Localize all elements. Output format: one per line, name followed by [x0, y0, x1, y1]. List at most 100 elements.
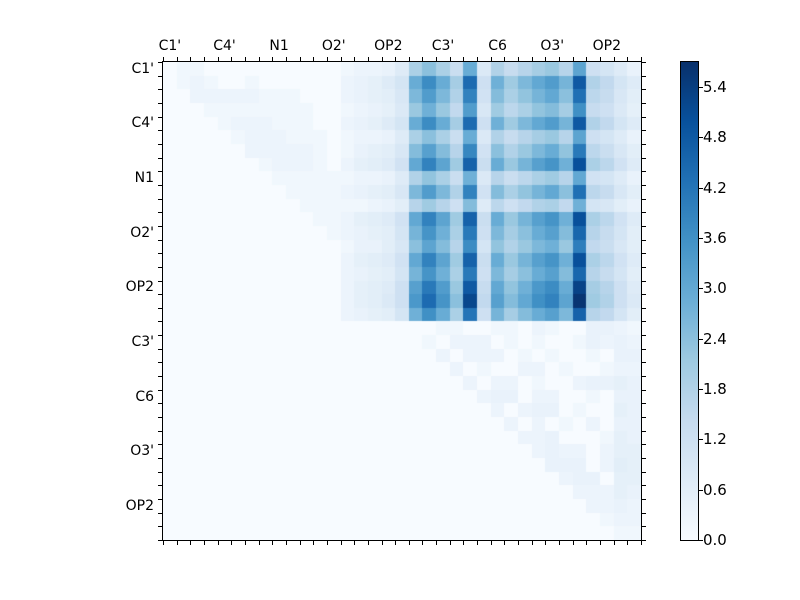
axis-tick — [477, 541, 478, 545]
axis-tick — [158, 308, 162, 309]
axis-tick — [642, 281, 646, 282]
axis-tick — [642, 472, 646, 473]
axis-tick — [158, 171, 162, 172]
axis-tick — [245, 541, 246, 545]
colorbar-tick — [699, 188, 703, 189]
colorbar-tick-label: 0.0 — [703, 531, 727, 549]
axis-tick — [642, 76, 646, 77]
axis-tick — [641, 541, 642, 545]
axis-tick — [642, 185, 646, 186]
axis-tick — [158, 431, 162, 432]
x-axis-label: C4' — [213, 38, 236, 54]
axis-tick — [614, 541, 615, 545]
axis-tick — [158, 185, 162, 186]
y-axis-label: C4' — [131, 115, 154, 132]
axis-tick — [158, 281, 162, 282]
axis-tick — [313, 57, 314, 61]
axis-tick — [532, 541, 533, 545]
axis-tick — [158, 349, 162, 350]
axis-tick — [642, 253, 646, 254]
axis-tick — [573, 57, 574, 61]
axis-tick — [158, 485, 162, 486]
axis-tick — [642, 62, 646, 63]
axis-tick — [204, 541, 205, 545]
y-axis-label: N1 — [134, 170, 154, 187]
axis-tick — [422, 57, 423, 61]
axis-tick — [436, 57, 437, 61]
axis-tick — [341, 57, 342, 61]
axis-tick — [245, 57, 246, 61]
axis-tick — [642, 513, 646, 514]
axis-tick — [300, 57, 301, 61]
axis-tick — [286, 57, 287, 61]
axis-tick — [158, 335, 162, 336]
axis-tick — [642, 171, 646, 172]
axis-tick — [158, 513, 162, 514]
axis-tick — [545, 541, 546, 545]
axis-tick — [158, 62, 162, 63]
colorbar-tick-label: 3.6 — [703, 229, 727, 248]
x-axis-label: C1' — [158, 38, 182, 54]
axis-tick — [158, 89, 162, 90]
axis-tick — [491, 541, 492, 545]
axis-tick — [463, 541, 464, 545]
axis-tick — [614, 57, 615, 61]
axis-tick — [450, 541, 451, 545]
axis-tick — [158, 403, 162, 404]
heatmap-axes — [158, 57, 646, 545]
axis-tick — [158, 294, 162, 295]
axis-tick — [642, 403, 646, 404]
axis-tick — [642, 89, 646, 90]
axis-tick — [642, 540, 646, 541]
axis-tick — [272, 57, 273, 61]
axis-tick — [573, 541, 574, 545]
axis-tick — [586, 57, 587, 61]
axis-tick — [600, 57, 601, 61]
colorbar-tick-label: 1.8 — [703, 380, 727, 399]
heatmap-canvas — [163, 62, 641, 540]
axis-tick — [642, 117, 646, 118]
axis-tick — [158, 458, 162, 459]
axis-tick — [642, 526, 646, 527]
x-axis-label: C6 — [488, 38, 507, 54]
axis-tick — [158, 499, 162, 500]
axis-tick — [642, 199, 646, 200]
axis-tick — [382, 541, 383, 545]
axis-tick — [559, 57, 560, 61]
axis-tick — [158, 321, 162, 322]
axis-tick — [158, 130, 162, 131]
axis-tick — [259, 541, 260, 545]
x-axis-label: OP2 — [374, 38, 403, 54]
colorbar-tick — [699, 288, 703, 289]
axis-tick — [313, 541, 314, 545]
x-axis-label: OP2 — [592, 38, 622, 54]
colorbar-tick — [699, 389, 703, 390]
axis-tick — [642, 308, 646, 309]
axis-tick — [642, 390, 646, 391]
axis-tick — [491, 57, 492, 61]
y-axis-label: C3' — [131, 333, 154, 350]
axis-tick — [642, 431, 646, 432]
axis-tick — [177, 541, 178, 545]
x-axis-label: C3' — [431, 38, 455, 54]
axis-tick — [477, 57, 478, 61]
axis-tick — [259, 57, 260, 61]
axis-tick — [158, 199, 162, 200]
y-axis-label: O2' — [130, 224, 154, 241]
axis-tick — [286, 541, 287, 545]
axis-tick — [158, 117, 162, 118]
axis-tick — [354, 541, 355, 545]
colorbar-tick-label: 1.2 — [703, 430, 727, 449]
axis-tick — [641, 57, 642, 61]
axis-tick — [158, 76, 162, 77]
axis-tick — [341, 541, 342, 545]
y-axis-label: C1' — [131, 60, 154, 77]
axis-tick — [422, 541, 423, 545]
axis-tick — [327, 57, 328, 61]
axis-tick — [218, 541, 219, 545]
colorbar-tick-label: 0.6 — [703, 480, 727, 499]
axis-tick — [627, 541, 628, 545]
y-axis-label: OP2 — [125, 497, 154, 514]
axis-tick — [218, 57, 219, 61]
axis-tick — [158, 158, 162, 159]
